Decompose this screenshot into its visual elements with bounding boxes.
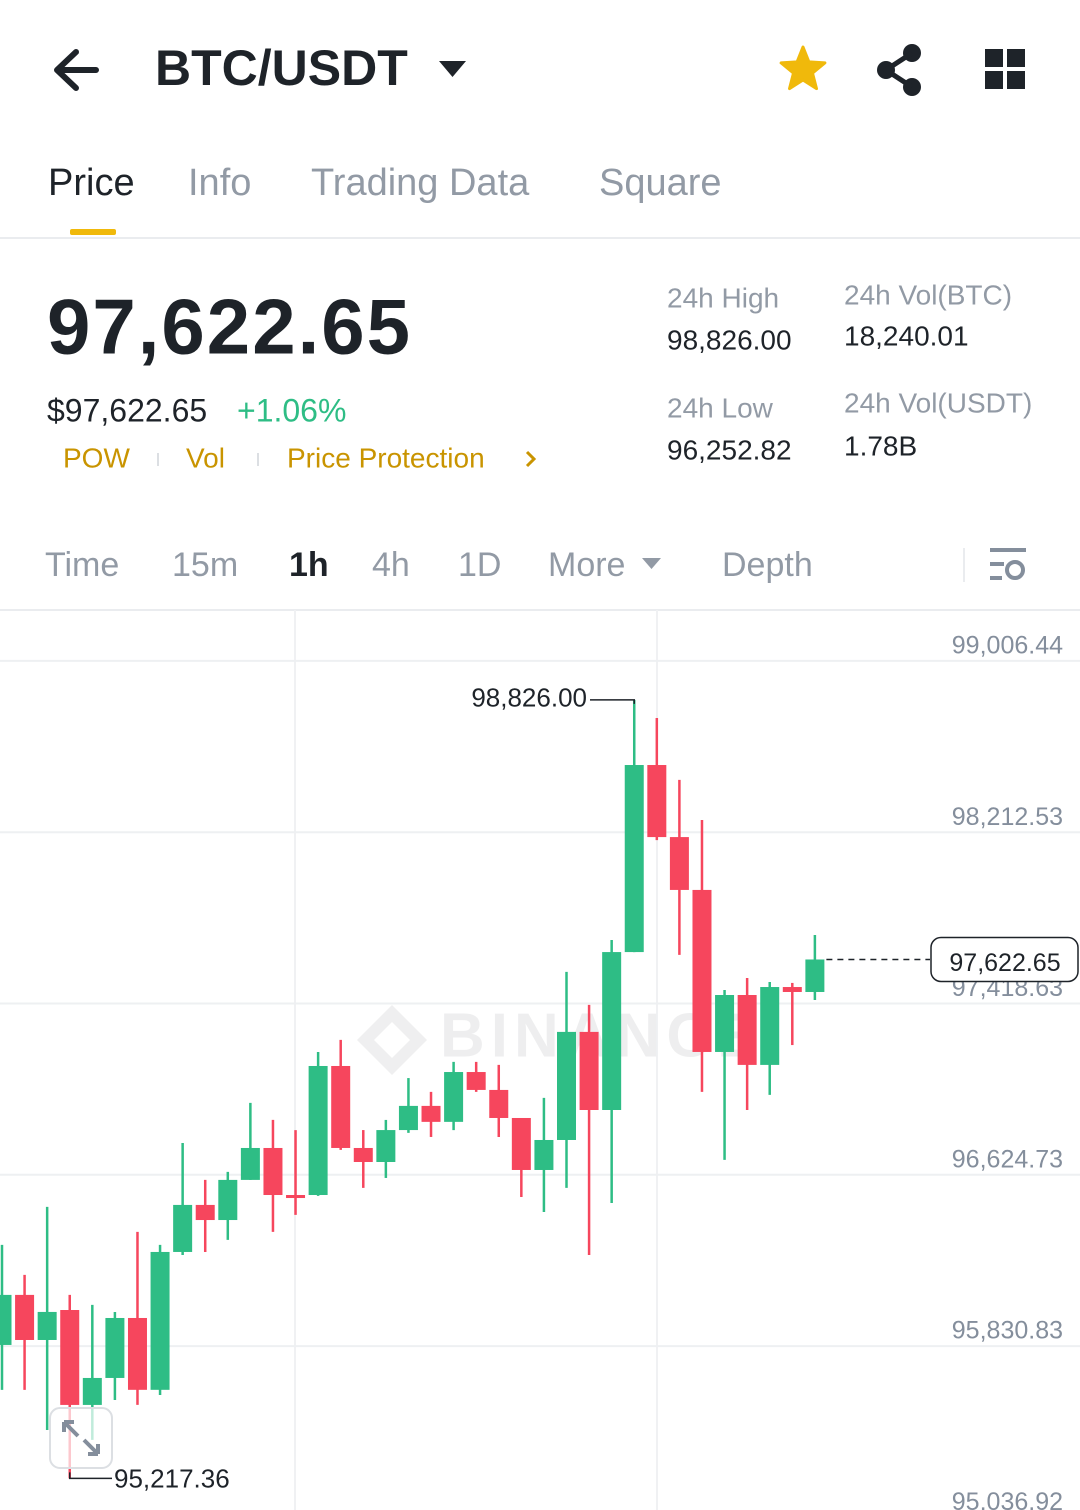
low-label: 95,217.36 bbox=[114, 1463, 230, 1493]
candle-body bbox=[15, 1294, 35, 1340]
low-leader bbox=[68, 1472, 112, 1480]
candle-body bbox=[0, 1294, 12, 1345]
candle-body bbox=[557, 1031, 576, 1140]
candle-body bbox=[692, 889, 712, 1052]
candle-body bbox=[602, 952, 622, 1110]
y-tick-label: 99,006.44 bbox=[952, 632, 1063, 660]
interval-active[interactable]: 1h bbox=[289, 546, 329, 584]
tab-active[interactable]: Price bbox=[48, 162, 135, 204]
last-price: 97,622.65 bbox=[47, 283, 412, 371]
stat-label: 24h High bbox=[667, 282, 779, 313]
back-button[interactable] bbox=[54, 49, 99, 91]
candle-body bbox=[376, 1130, 396, 1162]
usd-price: $97,622.65 bbox=[47, 392, 207, 428]
y-tick-label: 95,830.83 bbox=[952, 1317, 1063, 1345]
candle-body bbox=[127, 1317, 147, 1390]
tab[interactable]: Trading Data bbox=[311, 162, 530, 204]
candle-body bbox=[624, 765, 644, 953]
candle-body bbox=[489, 1089, 509, 1118]
interval[interactable]: Depth bbox=[722, 546, 813, 584]
candle-body bbox=[150, 1251, 170, 1390]
candle-body bbox=[37, 1311, 57, 1340]
pair-caret[interactable] bbox=[439, 61, 466, 77]
high-label: 98,826.00 bbox=[471, 683, 587, 713]
interval[interactable]: 15m bbox=[172, 546, 238, 584]
interval[interactable]: More bbox=[548, 546, 625, 584]
interval[interactable]: 4h bbox=[372, 546, 410, 584]
tab[interactable]: Square bbox=[599, 162, 722, 204]
tag[interactable]: Vol bbox=[186, 442, 225, 473]
interval[interactable]: 1D bbox=[458, 546, 501, 584]
candle-body bbox=[105, 1317, 125, 1378]
stat-value: 98,826.00 bbox=[667, 324, 792, 355]
stat-value: 18,240.01 bbox=[844, 320, 969, 351]
stat-label: 24h Vol(BTC) bbox=[844, 279, 1012, 310]
y-tick-label: 96,624.73 bbox=[952, 1145, 1063, 1173]
interval[interactable]: Time bbox=[45, 546, 119, 584]
candle-body bbox=[669, 837, 689, 890]
candle-body bbox=[195, 1204, 215, 1221]
candle-body bbox=[511, 1117, 531, 1170]
candle-body bbox=[466, 1072, 486, 1090]
candle-body bbox=[647, 765, 667, 838]
candle-body bbox=[240, 1147, 260, 1180]
favorite-star[interactable] bbox=[779, 45, 827, 91]
last-price-box bbox=[930, 936, 1079, 983]
tag[interactable]: Price Protection bbox=[287, 442, 485, 473]
last-price-label: 97,622.65 bbox=[949, 949, 1060, 977]
y-tick-label: 95,036.92 bbox=[952, 1488, 1063, 1510]
stat-value: 96,252.82 bbox=[667, 434, 792, 465]
chart: 98,826.0095,217.3699,006.4498,212.5397,4… bbox=[0, 632, 1080, 1510]
candle-body bbox=[173, 1204, 193, 1252]
more-caret[interactable] bbox=[642, 558, 661, 569]
expand-button[interactable] bbox=[49, 1407, 113, 1469]
candle-body bbox=[353, 1147, 373, 1162]
stat-label: 24h Vol(USDT) bbox=[844, 387, 1032, 418]
grid-menu[interactable] bbox=[985, 49, 1025, 89]
candle-body bbox=[805, 959, 825, 992]
candle-body bbox=[263, 1147, 283, 1196]
high-leader bbox=[590, 699, 635, 704]
tag[interactable]: POW bbox=[63, 442, 130, 473]
chevron[interactable] bbox=[525, 450, 537, 468]
price-change: +1.06% bbox=[237, 392, 346, 428]
candle-body bbox=[782, 987, 802, 992]
candle-body bbox=[308, 1065, 328, 1196]
candle-body bbox=[60, 1310, 80, 1405]
share-button[interactable] bbox=[877, 44, 921, 96]
y-tick-label: 98,212.53 bbox=[952, 803, 1063, 831]
candle-body bbox=[760, 987, 780, 1065]
candle-body bbox=[286, 1195, 306, 1199]
candle-body bbox=[421, 1105, 441, 1122]
pair-title[interactable]: BTC/USDT bbox=[155, 40, 408, 96]
chart-settings[interactable] bbox=[990, 548, 1026, 580]
tab-indicator bbox=[70, 229, 116, 235]
stat-label: 24h Low bbox=[667, 392, 774, 423]
candle-body bbox=[82, 1377, 102, 1405]
candle-body bbox=[737, 995, 757, 1065]
candle-body bbox=[218, 1179, 238, 1221]
watermark-logo bbox=[357, 1005, 427, 1075]
stat-value: 1.78B bbox=[844, 430, 917, 461]
candle-body bbox=[444, 1072, 464, 1122]
candle-body bbox=[534, 1139, 554, 1170]
tab[interactable]: Info bbox=[188, 162, 251, 204]
candle-body bbox=[398, 1105, 418, 1131]
candle-body bbox=[715, 995, 735, 1052]
candle-body bbox=[331, 1065, 351, 1148]
candle-body bbox=[579, 1031, 599, 1110]
